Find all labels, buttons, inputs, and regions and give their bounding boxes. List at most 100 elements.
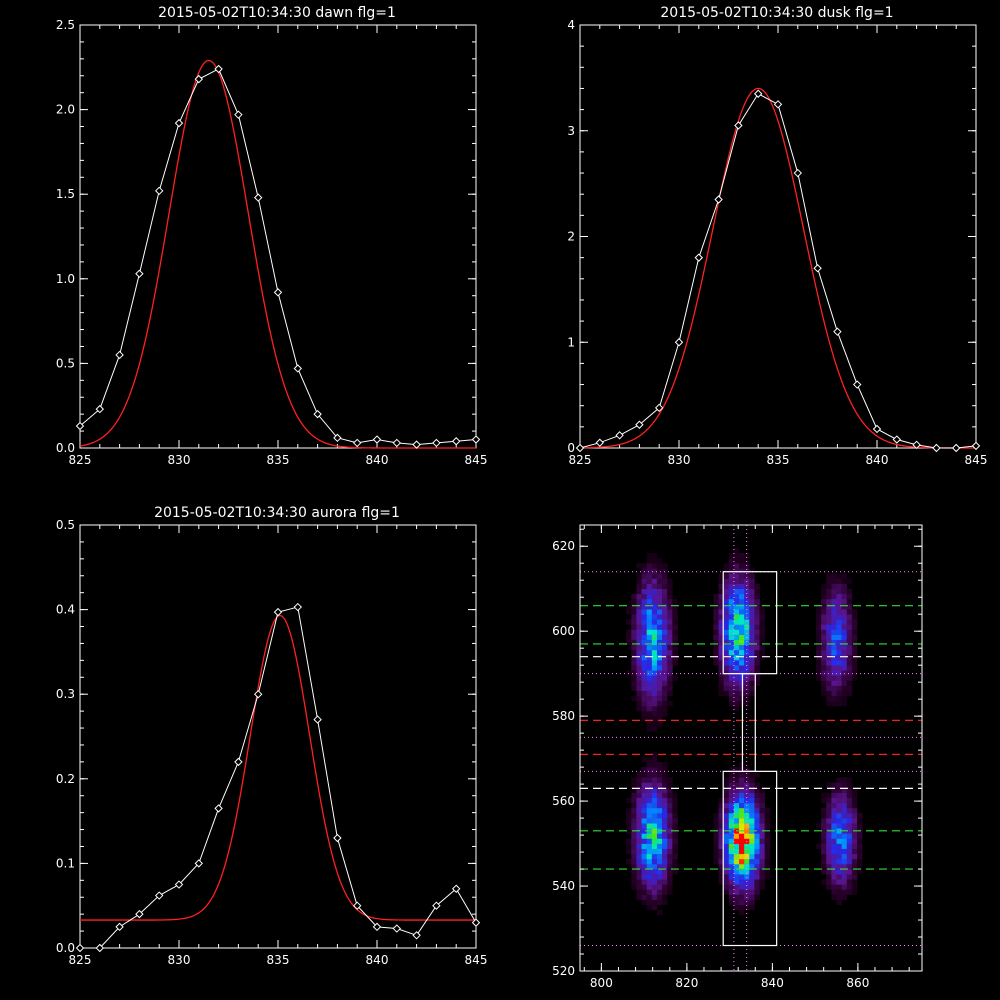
- dawn-ytick-label: 0.0: [56, 441, 75, 455]
- heatmap-cell: [651, 558, 658, 564]
- heatmap-cell: [754, 807, 760, 814]
- heatmap-cell: [718, 588, 724, 595]
- heatmap-cell: [846, 843, 853, 849]
- heatmap-cell: [636, 690, 642, 697]
- heatmap-cell: [631, 665, 637, 671]
- heatmap-cell: [831, 573, 837, 579]
- heatmap-cell: [754, 838, 760, 844]
- heatmap-cell: [826, 843, 832, 849]
- heatmap-cell: [713, 654, 719, 661]
- heatmap-cell: [667, 654, 673, 661]
- heatmap-cell: [651, 649, 658, 656]
- heatmap-cell: [739, 818, 745, 824]
- heatmap-cell: [851, 670, 858, 676]
- heatmap-cell: [636, 792, 642, 798]
- heatmap-cell: [656, 863, 663, 870]
- aurora-ytick-label: 0.2: [56, 772, 75, 786]
- heatmap-cell: [841, 660, 848, 666]
- heatmap-cell: [641, 879, 647, 885]
- dusk-observed-point: [635, 420, 644, 429]
- heatmap-cell: [846, 884, 853, 890]
- heatmap-cell: [662, 604, 668, 610]
- heatmap-cell: [733, 675, 740, 681]
- heatmap-cell: [841, 665, 848, 671]
- aurora-observed-point: [174, 880, 184, 889]
- heatmap-cell: [718, 823, 724, 829]
- heatmap-cell: [749, 573, 755, 579]
- heatmap-cell: [821, 792, 827, 798]
- heatmap-cell: [846, 792, 853, 798]
- heatmap-cell: [636, 853, 642, 860]
- heatmap-cell: [749, 670, 755, 676]
- heatmap-cell: [739, 869, 745, 875]
- heatmap-cell: [841, 685, 848, 691]
- heatmap-cell: [764, 858, 771, 865]
- heatmap-cell: [826, 833, 832, 839]
- heatmap-cell: [662, 777, 668, 783]
- heatmap-cell: [662, 782, 668, 788]
- heatmap-cell: [646, 904, 653, 911]
- heatmap-cell: [667, 833, 673, 839]
- aurora-observed-point: [234, 757, 243, 767]
- heatmap-cell: [641, 665, 647, 671]
- aurora-observed-point: [154, 891, 164, 900]
- heatmap-cell: [739, 654, 745, 661]
- heatmap-cell: [815, 660, 822, 666]
- heatmap-cell: [749, 578, 755, 584]
- dawn-panel-title: 2015-05-02T10:34:30 dawn flg=1: [158, 5, 396, 21]
- heatmap-cell: [749, 593, 755, 600]
- heatmap-cell: [821, 624, 827, 630]
- heatmap-cell: [646, 838, 653, 844]
- heatmap-cell: [831, 884, 837, 890]
- heatmap-cell: [651, 762, 658, 768]
- heatmap-cell: [646, 583, 653, 590]
- heatmap-cell: [651, 685, 658, 691]
- heatmap-cell: [718, 598, 724, 605]
- heatmap-cell: [636, 782, 642, 788]
- heatmap-cell: [826, 812, 832, 819]
- heatmap-cell: [651, 899, 658, 906]
- aurora-ytick-label: 0.0: [56, 941, 75, 955]
- heatmap-cell: [759, 874, 765, 880]
- heatmap-cell: [646, 660, 653, 666]
- heatmap-cell: [836, 649, 842, 656]
- detector-image-panel: 800 820 840 860 520 540 560 580 600 620: [552, 524, 923, 990]
- heatmap-cell: [651, 848, 658, 855]
- detector-image-frame: [579, 524, 923, 972]
- heatmap-cell: [851, 634, 858, 640]
- dusk-xtick-label: 825: [569, 453, 592, 467]
- heatmap-cell: [656, 812, 663, 819]
- heatmap-cell: [857, 869, 863, 875]
- heatmap-cell: [739, 889, 745, 895]
- heatmap-cell: [641, 690, 647, 697]
- heatmap-cell: [831, 649, 837, 656]
- heatmap-cell: [851, 889, 858, 895]
- heatmap-cell: [754, 823, 760, 829]
- heatmap-cell: [836, 802, 842, 809]
- heatmap-cell: [651, 670, 658, 676]
- heatmap-cell: [831, 629, 837, 635]
- heatmap-cell: [744, 568, 750, 574]
- heatmap-cell: [636, 619, 642, 625]
- heatmap-cell: [749, 833, 755, 839]
- heatmap-cell: [754, 874, 760, 880]
- heatmap-cell: [744, 680, 750, 686]
- heatmap-cell: [662, 619, 668, 625]
- dawn-xtick-label: 825: [69, 453, 92, 467]
- heatmap-cell: [641, 609, 647, 615]
- heatmap-cell: [836, 828, 842, 834]
- heatmap-cell: [641, 884, 647, 890]
- heatmap-cell: [739, 639, 745, 646]
- heatmap-cell: [656, 614, 663, 620]
- heatmap-cell: [836, 818, 842, 824]
- heatmap-cell: [728, 665, 735, 671]
- heatmap-cell: [646, 879, 653, 885]
- heatmap-cell: [831, 889, 837, 895]
- heatmap-cell: [841, 588, 848, 595]
- heatmap-cell: [723, 848, 730, 855]
- heatmap-cell: [631, 787, 637, 793]
- heatmap-cell: [626, 807, 632, 814]
- heatmap-cell: [754, 848, 760, 855]
- heatmap-cell: [636, 838, 642, 844]
- heatmap-cell: [749, 777, 755, 783]
